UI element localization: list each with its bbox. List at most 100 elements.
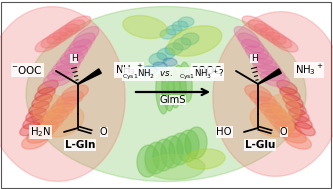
Ellipse shape [69,33,95,53]
Ellipse shape [33,94,63,119]
Ellipse shape [143,66,157,74]
Ellipse shape [213,12,333,176]
Text: $^{-}$OOC: $^{-}$OOC [11,64,43,76]
Text: H$_2$N: H$_2$N [30,125,51,139]
Ellipse shape [73,26,99,47]
Ellipse shape [270,94,300,119]
Ellipse shape [23,115,43,129]
Ellipse shape [250,91,276,107]
Ellipse shape [26,6,306,181]
Text: GlmS: GlmS [160,95,186,105]
Ellipse shape [145,154,205,180]
Polygon shape [258,69,281,84]
Ellipse shape [156,74,168,114]
Ellipse shape [173,38,191,50]
Ellipse shape [157,48,175,60]
Ellipse shape [48,65,77,81]
Ellipse shape [47,103,73,119]
Ellipse shape [52,97,78,113]
Ellipse shape [260,103,286,119]
Text: H: H [251,54,257,63]
Ellipse shape [32,121,58,137]
Ellipse shape [29,101,49,115]
Ellipse shape [280,87,300,101]
Ellipse shape [253,59,281,75]
Ellipse shape [160,29,176,39]
Ellipse shape [249,52,277,70]
Ellipse shape [242,16,268,32]
Ellipse shape [35,36,61,52]
Ellipse shape [57,91,83,107]
Ellipse shape [250,105,294,137]
Ellipse shape [185,149,225,169]
Text: L-Gln: L-Gln [65,140,95,150]
Ellipse shape [168,26,222,56]
Ellipse shape [32,94,52,108]
Ellipse shape [272,36,298,52]
Ellipse shape [280,127,306,143]
Text: NH$_3$$^+$: NH$_3$$^+$ [115,63,144,77]
Text: NH$_3$$^+$: NH$_3$$^+$ [295,63,324,77]
Text: O: O [280,127,288,137]
Text: HO: HO [216,127,232,137]
Ellipse shape [238,33,264,53]
Ellipse shape [145,142,167,174]
Ellipse shape [178,17,194,27]
Ellipse shape [62,85,88,101]
Ellipse shape [256,65,285,81]
Ellipse shape [270,115,296,131]
Ellipse shape [285,133,311,149]
Ellipse shape [241,39,268,59]
Ellipse shape [26,108,46,122]
Ellipse shape [0,7,125,181]
Ellipse shape [163,58,177,66]
Ellipse shape [289,108,309,122]
Ellipse shape [168,68,180,108]
Ellipse shape [153,62,167,70]
Ellipse shape [42,109,68,125]
Ellipse shape [165,43,183,55]
Ellipse shape [59,20,85,36]
Ellipse shape [180,62,192,102]
Ellipse shape [166,25,182,35]
Ellipse shape [60,46,88,64]
Polygon shape [78,69,101,84]
Ellipse shape [161,136,183,168]
Ellipse shape [283,94,303,108]
Ellipse shape [35,87,55,101]
Ellipse shape [162,71,174,111]
Ellipse shape [181,33,199,45]
Ellipse shape [27,127,53,143]
Ellipse shape [43,71,73,87]
Ellipse shape [174,65,186,105]
Ellipse shape [245,85,271,101]
Ellipse shape [265,109,291,125]
Ellipse shape [149,53,167,65]
Ellipse shape [266,32,292,48]
Ellipse shape [234,26,260,47]
Ellipse shape [185,127,207,159]
Text: H: H [71,54,77,63]
Text: $^{-}$OOC: $^{-}$OOC [191,64,223,76]
Ellipse shape [295,122,315,136]
Ellipse shape [41,32,67,48]
Ellipse shape [177,130,199,162]
Ellipse shape [169,133,191,165]
Ellipse shape [65,39,92,59]
Ellipse shape [133,70,147,78]
Ellipse shape [40,105,84,137]
Ellipse shape [22,133,48,149]
Ellipse shape [245,46,273,64]
Ellipse shape [137,145,159,177]
Ellipse shape [275,121,301,137]
Ellipse shape [52,59,80,75]
Ellipse shape [56,52,84,70]
Ellipse shape [53,24,79,40]
Text: L-Glu: L-Glu [245,140,275,150]
Ellipse shape [260,71,290,87]
Ellipse shape [277,80,297,94]
Text: O: O [100,127,108,137]
Ellipse shape [37,115,63,131]
Ellipse shape [123,15,167,39]
Ellipse shape [20,122,40,136]
